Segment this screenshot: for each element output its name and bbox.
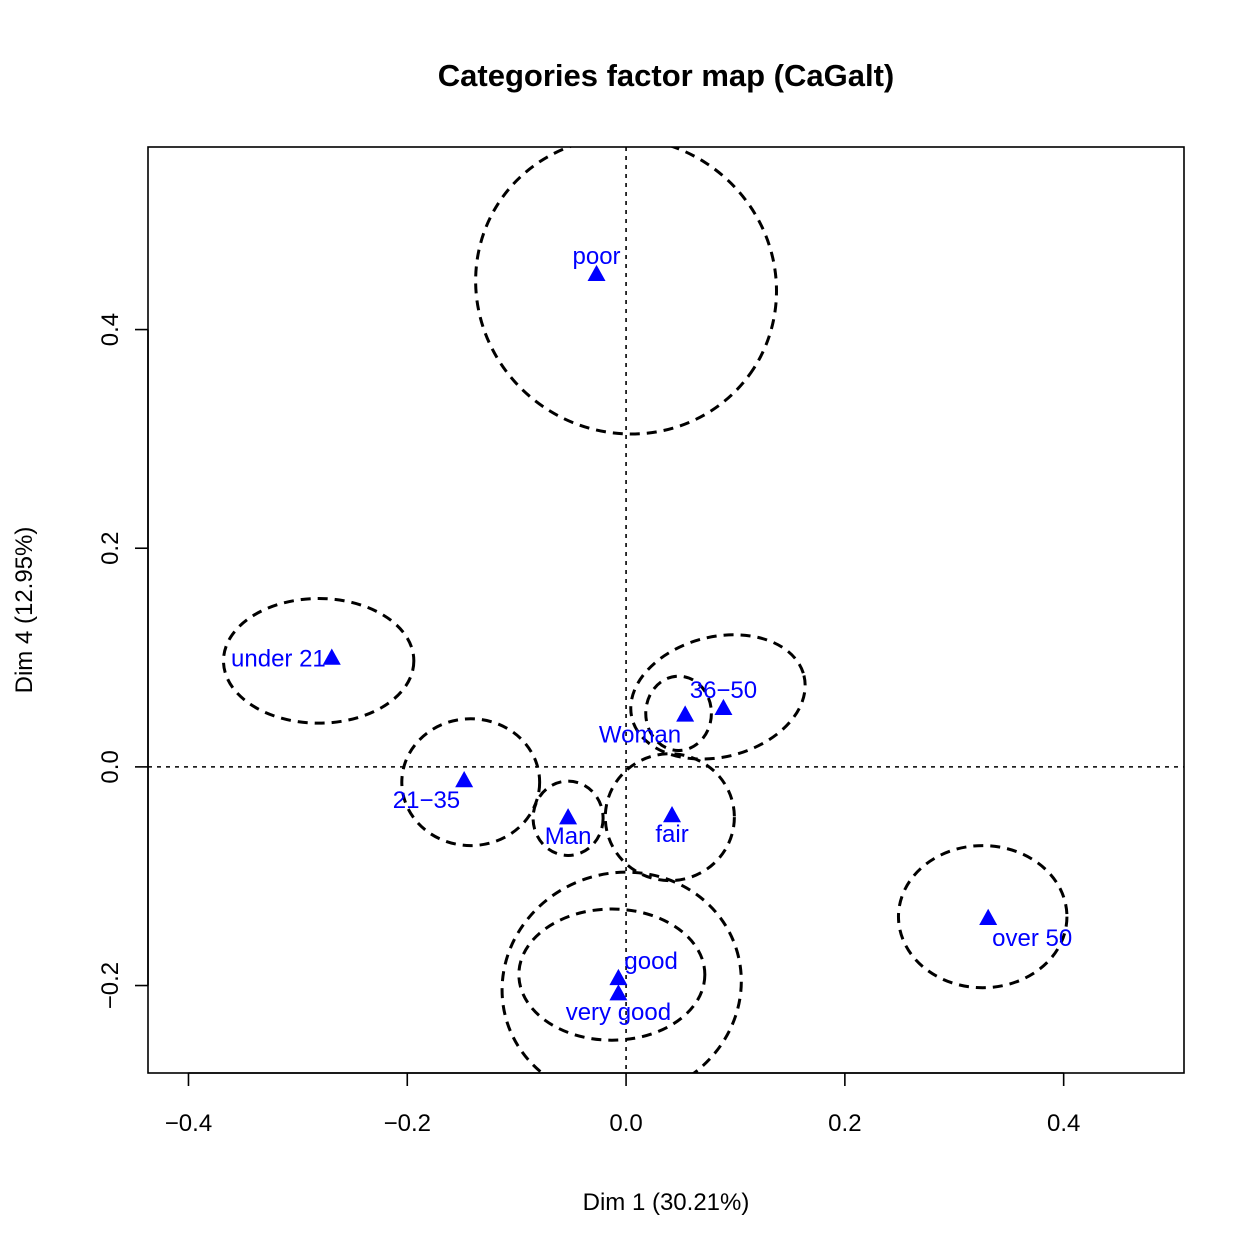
confidence-ellipse-woman [644, 674, 713, 752]
point-marker-21-35 [455, 771, 474, 788]
point-marker-fair [663, 805, 682, 823]
y-axis: −0.2 0.0 0.2 0.4 [97, 313, 149, 1009]
y-tick-label: 0.2 [97, 532, 124, 565]
point-label-woman: Woman [599, 721, 681, 748]
point-marker-woman [676, 705, 695, 722]
confidence-ellipse-fair [603, 752, 736, 883]
chart-title: Categories factor map (CaGalt) [438, 58, 895, 93]
point-marker-very-good [609, 984, 628, 1001]
confidence-ellipse-poor [474, 147, 779, 436]
confidence-ellipse-good [517, 907, 707, 1042]
point-label-fair: fair [655, 821, 688, 848]
point-marker-poor [587, 264, 606, 282]
point-label-under-21: under 21 [231, 646, 326, 673]
x-tick-label: −0.4 [165, 1110, 212, 1137]
y-axis-label: Dim 4 (12.95%) [11, 527, 38, 694]
point-label-man: Man [545, 823, 592, 850]
point-label-good: good [624, 948, 677, 975]
confidence-ellipse-under-21 [221, 597, 416, 725]
point-marker-good [609, 968, 628, 986]
point-label-over-50: over 50 [992, 925, 1072, 952]
x-tick-label: 0.0 [609, 1110, 642, 1137]
confidence-ellipse-over-50 [896, 844, 1069, 990]
confidence-ellipse-21-35 [400, 717, 542, 848]
x-axis-label: Dim 1 (30.21%) [583, 1189, 750, 1216]
point-marker-man [559, 808, 578, 825]
point-label-very-good: very good [566, 999, 671, 1026]
plot-area: poor under 21 36−50 Woman 21−35 Man fair over 5… [148, 147, 1184, 1073]
point-label-36-50: 36−50 [690, 677, 757, 704]
x-tick-label: 0.4 [1047, 1110, 1080, 1137]
y-tick-label: 0.4 [97, 313, 124, 346]
confidence-ellipse-very-good [500, 870, 743, 1073]
point-marker-36-50 [714, 698, 733, 716]
x-tick-label: −0.2 [384, 1110, 431, 1137]
x-tick-label: 0.2 [828, 1110, 861, 1137]
confidence-ellipse-36-50 [629, 633, 807, 761]
point-label-poor: poor [573, 243, 621, 270]
point-label-21-35: 21−35 [393, 787, 460, 814]
confidence-ellipse-man [531, 779, 605, 857]
point-marker-under-21 [322, 648, 341, 665]
y-tick-label: 0.0 [97, 750, 124, 783]
y-tick-label: −0.2 [97, 962, 124, 1009]
x-axis: −0.4 −0.2 0.0 0.2 0.4 [165, 1072, 1080, 1137]
point-marker-over-50 [979, 908, 998, 925]
